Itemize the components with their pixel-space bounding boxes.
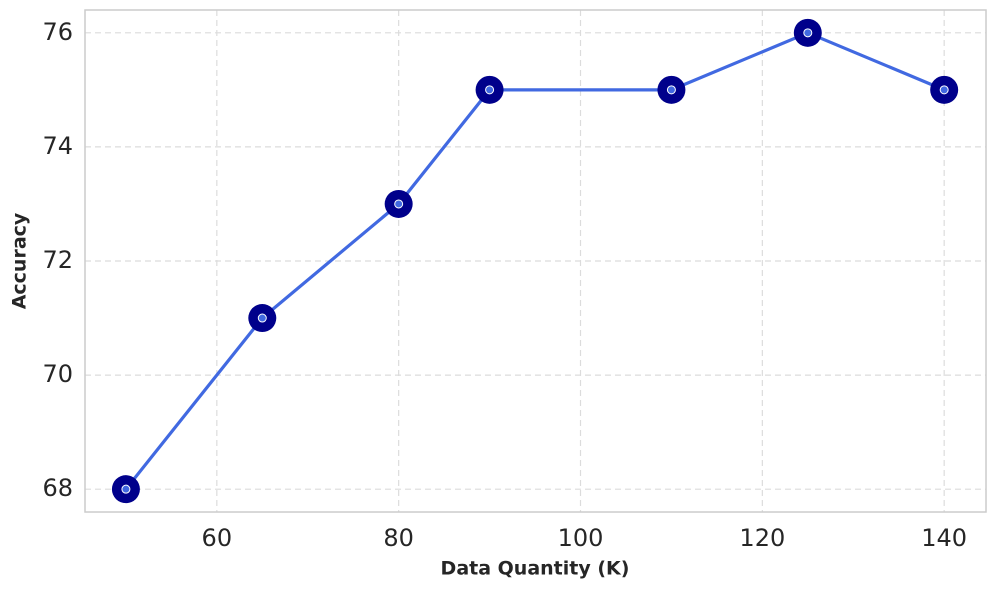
plot-frame (84, 9, 987, 513)
y-tick-label: 70 (42, 360, 73, 388)
y-tick-label: 74 (42, 132, 73, 160)
marker-dot (485, 85, 495, 95)
marker-dot (666, 85, 676, 95)
x-axis-label: Data Quantity (K) (441, 558, 630, 580)
marker-dot (121, 484, 131, 494)
marker-dot (257, 313, 267, 323)
x-tick-label: 60 (202, 524, 233, 552)
x-tick-label: 80 (383, 524, 414, 552)
y-tick-label: 68 (42, 474, 73, 502)
x-tick-label: 140 (921, 524, 967, 552)
y-tick-label: 72 (42, 246, 73, 274)
y-axis-label: Accuracy (9, 212, 31, 309)
marker-dot (803, 28, 813, 38)
marker-dot (939, 85, 949, 95)
x-tick-label: 100 (558, 524, 604, 552)
y-tick-label: 76 (42, 18, 73, 46)
marker-dot (394, 199, 404, 209)
x-tick-label: 120 (739, 524, 785, 552)
